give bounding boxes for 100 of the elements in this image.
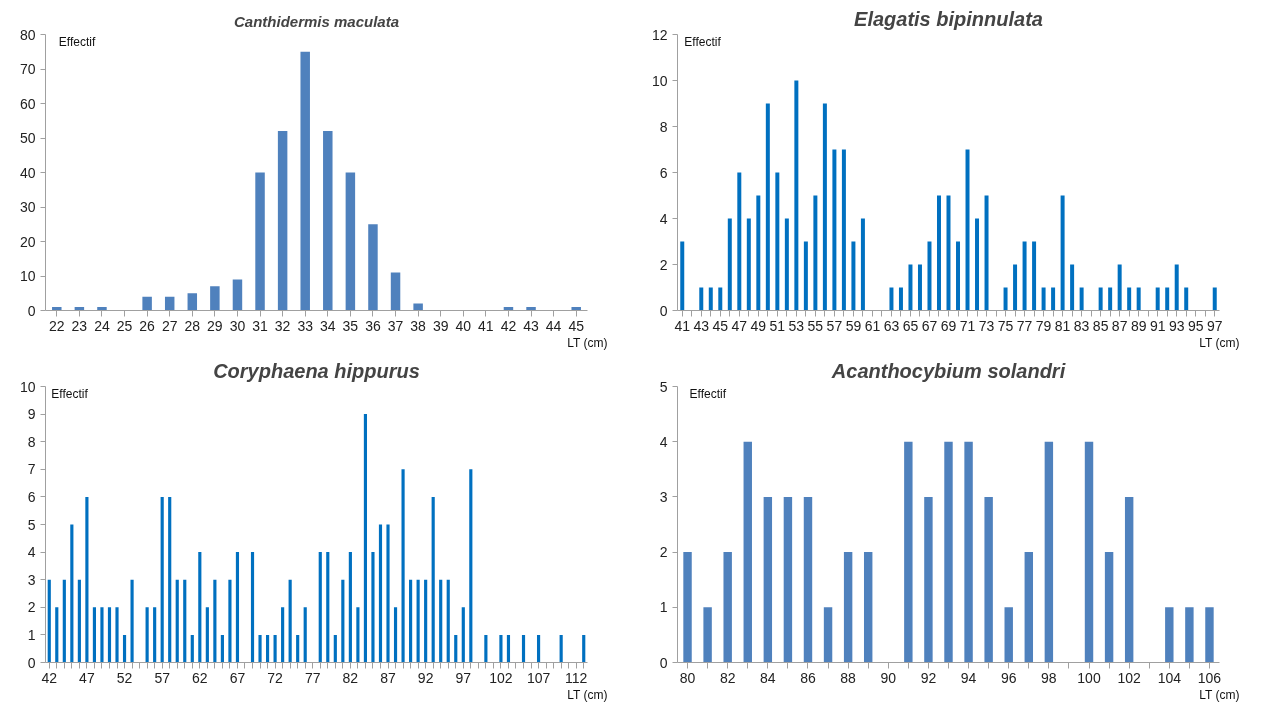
x-tick-label: 77 xyxy=(1016,317,1033,334)
x-tick-label: 30 xyxy=(229,317,246,334)
x-tick-label: 44 xyxy=(545,317,562,334)
x-tick-label: 59 xyxy=(845,317,862,334)
x-tick-label: 96 xyxy=(1000,669,1017,686)
x-tick-label: 69 xyxy=(940,317,957,334)
x-tick-label: 28 xyxy=(184,317,201,334)
x-tick-label: 102 xyxy=(489,669,513,686)
x-tick-label: 32 xyxy=(274,317,291,334)
x-tick-label: 55 xyxy=(807,317,824,334)
y-tick-label: 9 xyxy=(27,406,36,423)
x-tick-label: 42 xyxy=(41,669,58,686)
x-tick-label: 94 xyxy=(960,669,977,686)
chart-title: Acanthocybium solandri xyxy=(830,359,1066,382)
x-tick-label: 43 xyxy=(523,317,540,334)
x-tick-label: 104 xyxy=(1157,669,1182,686)
x-tick-label: 95 xyxy=(1187,317,1204,334)
chart-title: Canthidermis maculata xyxy=(233,12,400,30)
x-tick-label: 36 xyxy=(365,317,381,334)
x-tick-label: 85 xyxy=(1092,317,1109,334)
x-tick-label: 57 xyxy=(154,669,171,686)
x-tick-label: 82 xyxy=(342,669,359,686)
x-tick-label: 22 xyxy=(49,317,65,334)
x-axis-title: LT (cm) xyxy=(567,687,608,702)
x-tick-label: 49 xyxy=(750,317,767,334)
y-tick-label: 2 xyxy=(27,599,36,616)
x-tick-label: 42 xyxy=(500,317,517,334)
x-tick-label: 41 xyxy=(478,317,494,334)
x-tick-label: 92 xyxy=(417,669,434,686)
x-tick-label: 81 xyxy=(1054,317,1071,334)
x-tick-label: 67 xyxy=(921,317,938,334)
x-tick-label: 87 xyxy=(1111,317,1128,334)
x-axis-title: LT (cm) xyxy=(1199,335,1240,350)
y-tick-label: 12 xyxy=(651,26,668,43)
x-tick-label: 87 xyxy=(380,669,397,686)
x-tick-label: 26 xyxy=(139,317,156,334)
y-tick-label: 30 xyxy=(19,199,36,215)
x-tick-label: 51 xyxy=(769,317,786,334)
x-tick-label: 71 xyxy=(959,317,976,334)
x-tick-label: 83 xyxy=(1073,317,1090,334)
y-tick-label: 6 xyxy=(659,164,668,181)
x-tick-label: 91 xyxy=(1149,317,1166,334)
x-tick-label: 53 xyxy=(788,317,805,334)
x-tick-label: 40 xyxy=(455,317,472,334)
x-tick-label: 31 xyxy=(252,317,269,334)
x-tick-label: 89 xyxy=(1130,317,1147,334)
x-tick-label: 100 xyxy=(1077,669,1101,686)
y-axis-title: Effectif xyxy=(689,386,727,401)
y-tick-label: 4 xyxy=(27,544,36,561)
x-tick-label: 38 xyxy=(410,317,427,334)
x-tick-label: 65 xyxy=(902,317,919,334)
x-tick-label: 62 xyxy=(192,669,208,686)
x-tick-label: 43 xyxy=(693,317,710,334)
y-tick-label: 6 xyxy=(27,488,36,505)
y-tick-label: 10 xyxy=(19,268,36,284)
x-tick-label: 86 xyxy=(800,669,816,686)
x-tick-label: 33 xyxy=(297,317,314,334)
x-tick-label: 67 xyxy=(229,669,246,686)
x-tick-label: 41 xyxy=(674,317,691,334)
chart-title: Coryphaena hippurus xyxy=(213,359,420,382)
y-tick-label: 5 xyxy=(27,516,36,533)
x-tick-label: 24 xyxy=(94,317,110,334)
y-tick-label: 10 xyxy=(651,72,668,89)
y-tick-label: 0 xyxy=(659,302,668,319)
y-tick-label: 3 xyxy=(659,488,668,505)
y-tick-label: 5 xyxy=(659,378,668,395)
y-tick-label: 1 xyxy=(659,599,668,616)
y-tick-label: 40 xyxy=(19,164,36,181)
y-tick-label: 8 xyxy=(27,433,36,450)
x-tick-label: 97 xyxy=(455,669,472,686)
x-tick-label: 47 xyxy=(731,317,748,334)
y-tick-label: 1 xyxy=(27,626,36,643)
x-tick-label: 39 xyxy=(432,317,449,334)
y-tick-label: 4 xyxy=(659,210,668,227)
x-tick-label: 27 xyxy=(161,317,178,334)
x-tick-label: 37 xyxy=(387,317,404,334)
y-tick-label: 80 xyxy=(19,26,36,43)
x-tick-label: 34 xyxy=(320,317,336,334)
x-tick-label: 79 xyxy=(1035,317,1052,334)
x-tick-label: 106 xyxy=(1197,669,1222,686)
y-tick-label: 20 xyxy=(19,233,36,250)
y-tick-label: 3 xyxy=(27,571,36,588)
x-tick-label: 35 xyxy=(342,317,359,334)
y-tick-label: 8 xyxy=(659,118,668,135)
y-tick-label: 7 xyxy=(27,461,36,478)
x-tick-label: 82 xyxy=(719,669,736,686)
x-tick-label: 93 xyxy=(1168,317,1185,334)
y-tick-label: 0 xyxy=(659,654,668,671)
y-tick-label: 0 xyxy=(27,302,36,319)
x-tick-label: 90 xyxy=(880,669,897,686)
x-tick-label: 88 xyxy=(840,669,857,686)
y-tick-label: 2 xyxy=(659,544,668,561)
y-axis-title: Effectif xyxy=(51,386,89,401)
x-tick-label: 84 xyxy=(760,669,776,686)
x-axis-title: LT (cm) xyxy=(1199,687,1240,702)
x-tick-label: 23 xyxy=(71,317,88,334)
x-tick-label: 75 xyxy=(997,317,1014,334)
y-tick-label: 10 xyxy=(19,378,36,395)
x-tick-label: 77 xyxy=(304,669,321,686)
y-tick-label: 70 xyxy=(19,61,36,77)
